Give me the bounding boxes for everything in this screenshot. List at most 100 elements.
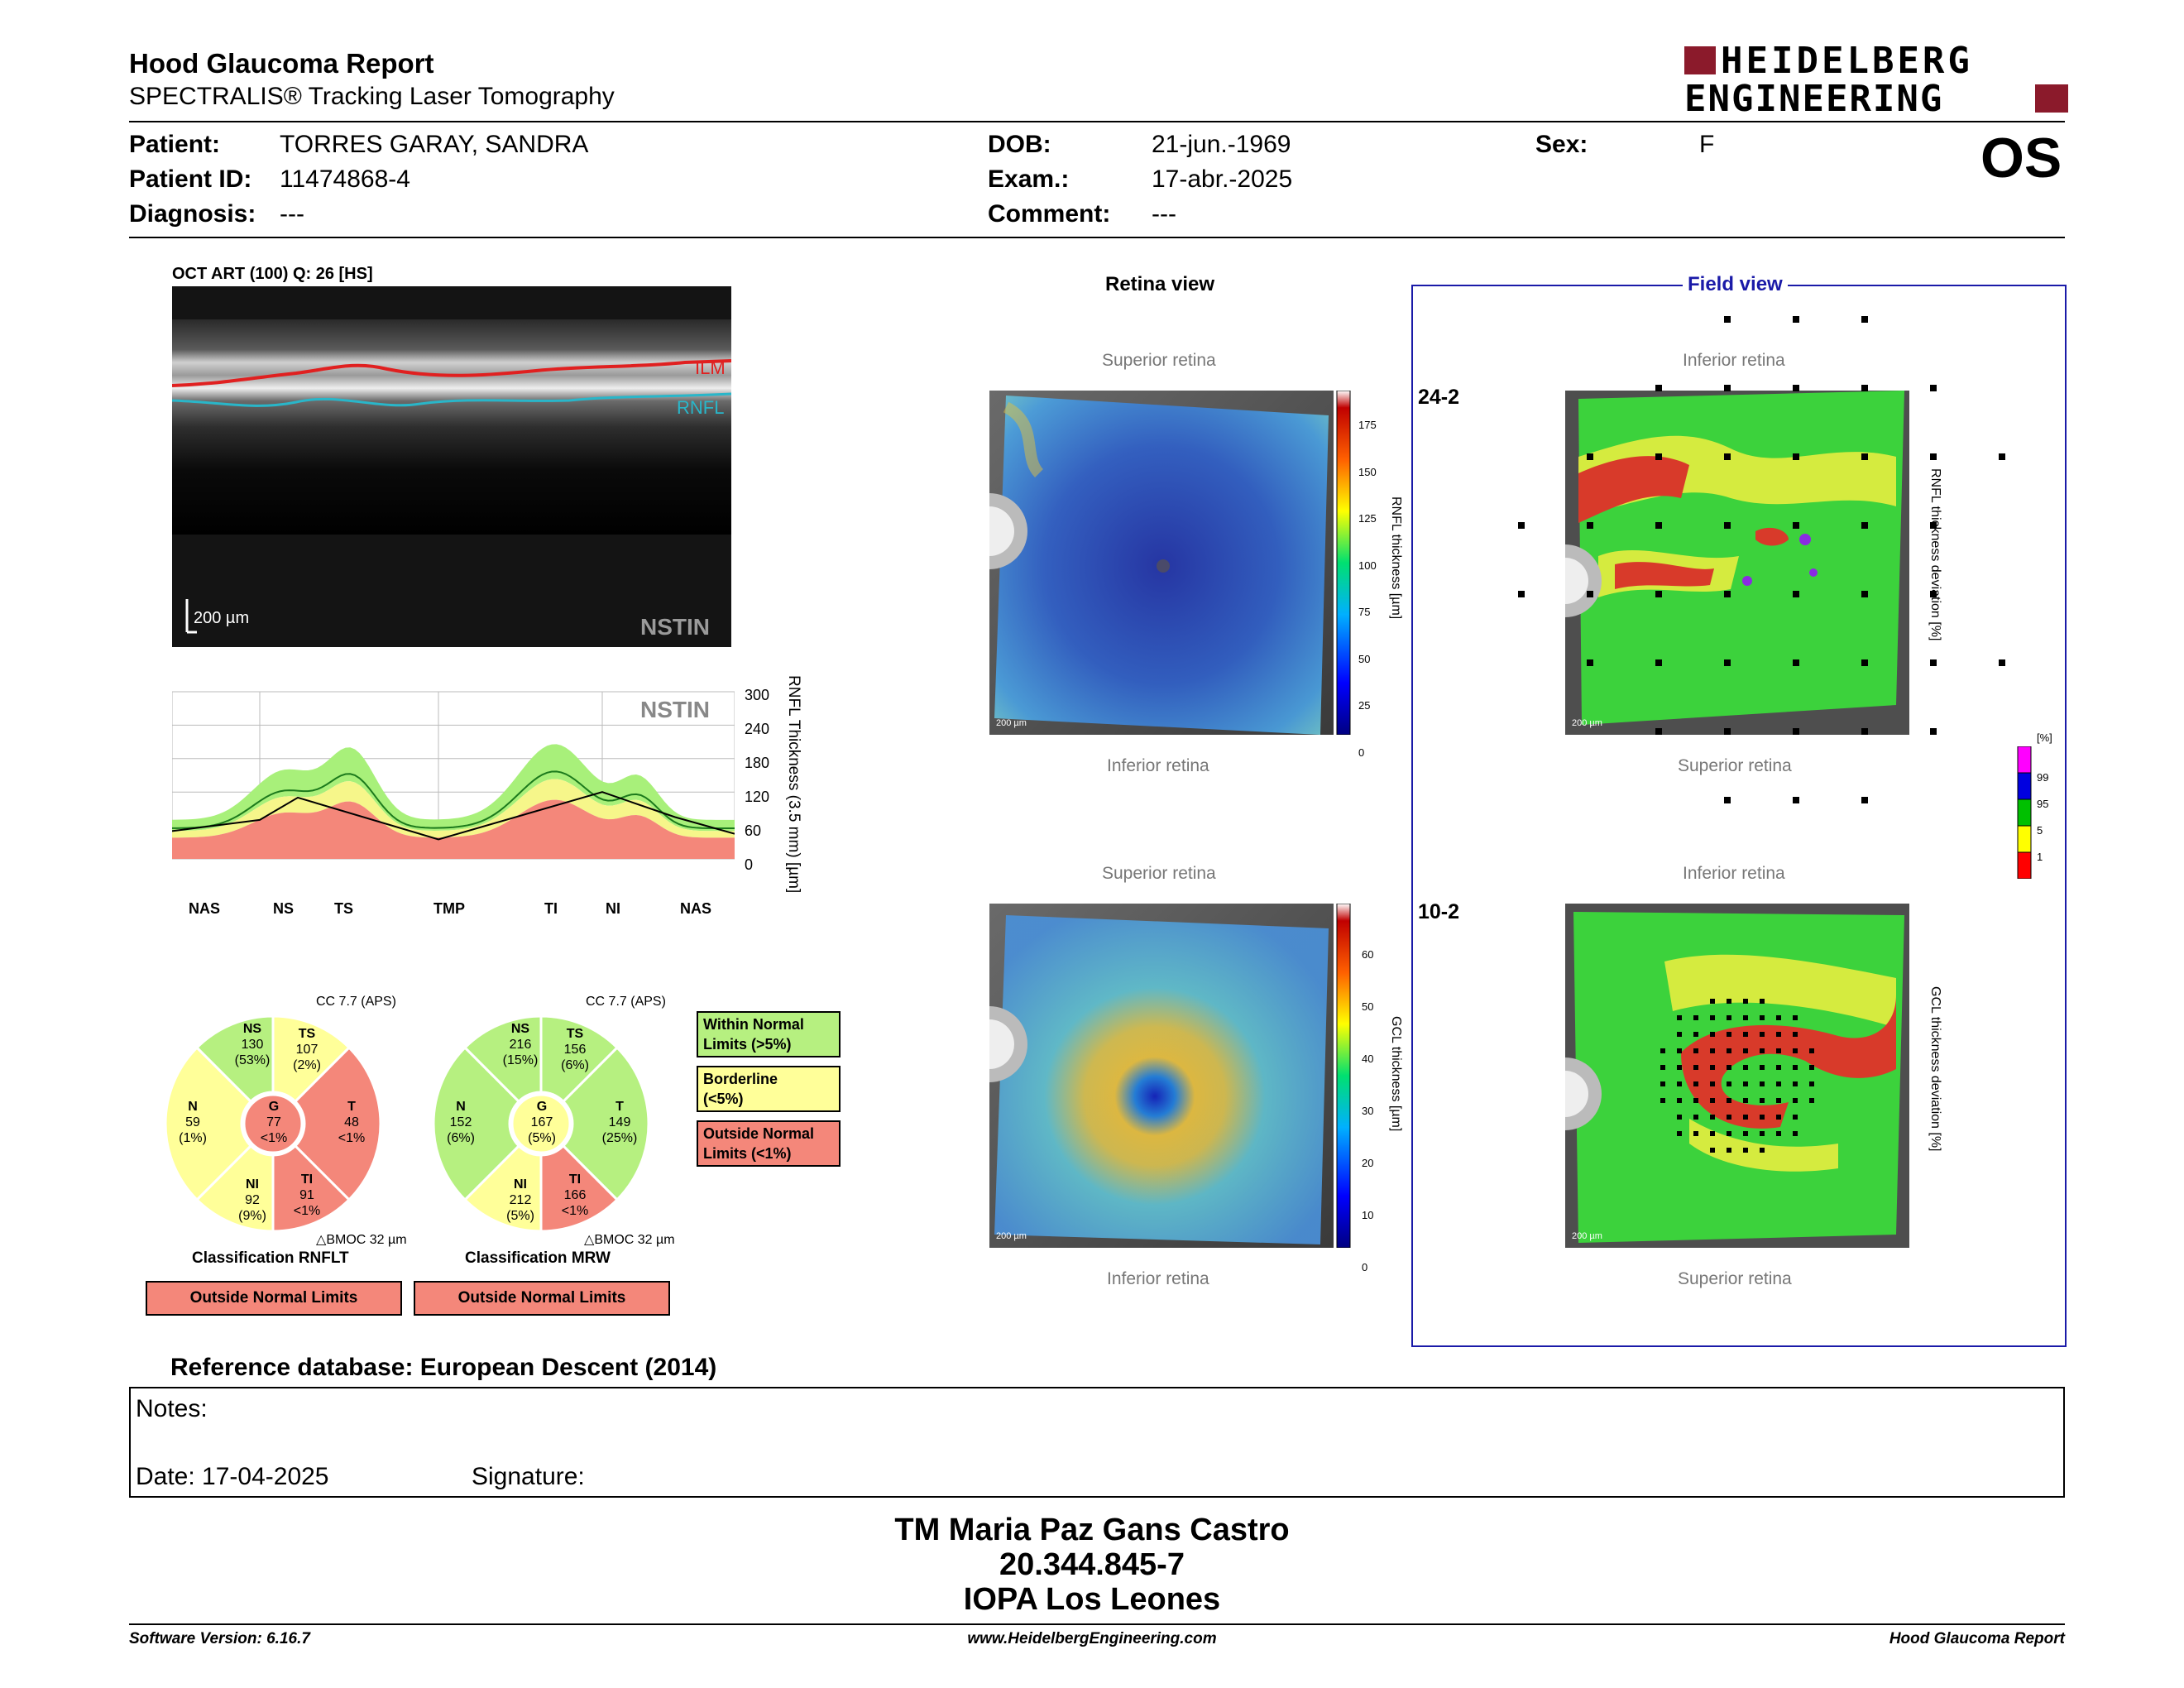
test-point — [1760, 1148, 1765, 1153]
field-10-2-label: 10-2 — [1418, 900, 1460, 923]
test-point — [1655, 591, 1662, 597]
test-point — [1793, 385, 1799, 391]
test-point — [1930, 728, 1937, 735]
field-inferior-label-2: Inferior retina — [1683, 864, 1785, 883]
test-point — [1587, 453, 1593, 460]
comment: --- — [1152, 200, 1176, 228]
delta-icon: △ — [316, 1233, 327, 1247]
test-point — [1793, 797, 1799, 803]
test-point — [1693, 1081, 1698, 1086]
sector-g — [510, 1093, 572, 1154]
mrw-bmo-label: △BMOC 32 µm — [584, 1233, 675, 1247]
sector-ni — [462, 1144, 543, 1233]
legend-borderline: Borderline (<5%) — [697, 1066, 841, 1112]
test-point — [1727, 1015, 1731, 1020]
notes-label: Notes: — [136, 1395, 208, 1422]
test-point — [1710, 1098, 1715, 1103]
retina-view-title: Retina view — [1105, 273, 1215, 295]
sector-ni — [194, 1144, 275, 1233]
sector-ns — [462, 1014, 543, 1104]
patient-labels: Patient: Patient ID: Diagnosis: — [129, 131, 256, 228]
signer-org: IOPA Los Leones — [963, 1582, 1221, 1617]
test-point — [1727, 1032, 1731, 1037]
sector-ts — [539, 1014, 620, 1104]
ilm-label: ILM — [695, 357, 726, 378]
mrw-classification-label: Classification MRW — [465, 1249, 611, 1267]
test-point — [1655, 659, 1662, 666]
footer-divider — [129, 1623, 2065, 1625]
exam-date: 17-abr.-2025 — [1152, 165, 1293, 193]
oct-scale-label: 200 µm — [194, 609, 250, 627]
rnflt-bmo-label: △BMOC 32 µm — [316, 1233, 407, 1247]
test-point — [1999, 659, 2005, 666]
test-point — [1724, 316, 1731, 323]
sector-ti — [539, 1144, 620, 1233]
test-point — [1655, 728, 1662, 735]
test-point — [1793, 522, 1799, 529]
test-point — [1655, 453, 1662, 460]
test-point — [1693, 1131, 1698, 1136]
24-2-test-grid — [1518, 316, 2005, 803]
mrw-sector-diagram — [432, 1014, 650, 1233]
rnflt-classification-label: Classification RNFLT — [192, 1249, 349, 1267]
test-point — [1861, 522, 1868, 529]
test-point — [1793, 1081, 1798, 1086]
test-point — [1760, 1131, 1765, 1136]
test-point — [1793, 1098, 1798, 1103]
test-point — [1776, 1015, 1781, 1020]
website-link[interactable]: www.HeidelbergEngineering.com — [967, 1630, 1217, 1647]
percent-legend-bar — [2017, 746, 2032, 879]
test-point — [1710, 1048, 1715, 1053]
test-point — [1724, 522, 1731, 529]
profile-xlabels: NAS NS TS TMP TI NI NAS — [189, 900, 712, 917]
software-version: Software Version: 6.16.7 — [129, 1630, 310, 1647]
test-point — [1724, 385, 1731, 391]
profile-ylabel: RNFL Thickness (3.5 mm) [µm] — [785, 675, 802, 894]
test-point — [1809, 1048, 1814, 1053]
sex-value: F — [1699, 131, 1715, 158]
patient-divider — [129, 237, 2065, 238]
test-point — [1587, 591, 1593, 597]
retina-superior-label-2: Superior retina — [1102, 864, 1216, 883]
test-point — [1793, 1032, 1798, 1037]
test-point — [1727, 1115, 1731, 1120]
dob: 21-jun.-1969 — [1152, 131, 1291, 158]
sector-g — [242, 1093, 304, 1154]
test-point — [1677, 1048, 1682, 1053]
test-point — [1724, 728, 1731, 735]
10-2-test-grid — [1660, 999, 1814, 1153]
test-point — [1776, 1115, 1781, 1120]
normal-band — [172, 744, 735, 832]
test-point — [1727, 1131, 1731, 1136]
test-point — [1793, 1048, 1798, 1053]
test-point — [1743, 1115, 1748, 1120]
field-inferior-label-1: Inferior retina — [1683, 351, 1785, 370]
gcl-colorbar-label: GCL thickness [µm] — [1389, 1016, 1403, 1132]
test-point — [1724, 591, 1731, 597]
report-title: Hood Glaucoma Report — [129, 48, 434, 79]
gcl-dev-map-scale: 200 µm — [1572, 1231, 1602, 1241]
test-point — [1743, 1081, 1748, 1086]
legend-within-normal: Within Normal Limits (>5%) — [697, 1011, 841, 1057]
test-point — [1693, 1048, 1698, 1053]
patient-values: TORRES GARAY, SANDRA 11474868-4 --- — [280, 127, 588, 232]
test-point — [1677, 1015, 1682, 1020]
test-point — [1743, 1032, 1748, 1037]
notes-box[interactable] — [129, 1387, 2065, 1498]
notes-signature: Signature: — [472, 1463, 585, 1490]
test-point — [1776, 1098, 1781, 1103]
header-divider — [129, 121, 2065, 122]
test-point — [1861, 453, 1868, 460]
test-point — [1861, 659, 1868, 666]
test-point — [1724, 453, 1731, 460]
test-point — [1677, 1032, 1682, 1037]
test-point — [1793, 453, 1799, 460]
exam-labels: DOB: Exam.: Comment: — [988, 131, 1111, 228]
test-point — [1660, 1081, 1665, 1086]
test-point — [1693, 1015, 1698, 1020]
test-point — [1930, 659, 1937, 666]
test-point — [1930, 522, 1937, 529]
eye-label: OS — [1980, 127, 2062, 189]
test-point — [1793, 316, 1799, 323]
test-point — [1655, 385, 1662, 391]
